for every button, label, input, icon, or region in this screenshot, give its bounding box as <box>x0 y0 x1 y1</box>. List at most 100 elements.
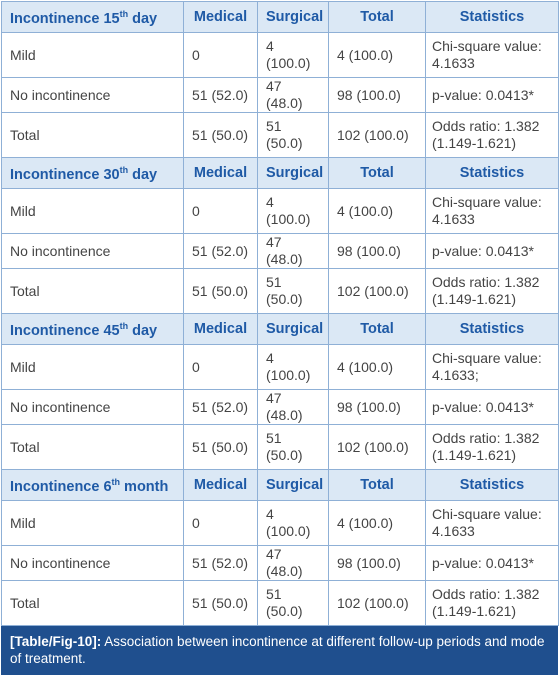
cell: p-value: 0.0413* <box>425 77 559 113</box>
cell: 51 (52.0) <box>183 545 258 581</box>
cell: No incontinence <box>1 389 184 425</box>
cell: Total <box>1 268 184 314</box>
data-row: Total 51 (50.0) 51 (50.0) 102 (100.0) Odds r… <box>1 112 559 158</box>
header-cell: Surgical <box>257 157 329 189</box>
cell: Chi-square value: 4.1633 <box>425 500 559 546</box>
cell: 102 (100.0) <box>328 580 426 626</box>
table-body: Incontinence 15th day Medical Surgical Tota… <box>1 1 559 626</box>
cell: 0 <box>183 500 258 546</box>
header-cell: Medical <box>183 469 258 501</box>
header-title-end: day <box>128 322 158 339</box>
cell: 4 (100.0) <box>257 500 329 546</box>
data-row: Total 51 (50.0) 51 (50.0) 102 (100.0) Odds r… <box>1 268 559 314</box>
header-title: Incontinence 15 <box>10 10 120 27</box>
header-title-end: day <box>128 166 158 183</box>
data-row: Mild 0 4 (100.0) 4 (100.0) Chi-square value:… <box>1 344 559 390</box>
cell: 102 (100.0) <box>328 424 426 470</box>
cell: 98 (100.0) <box>328 233 426 269</box>
header-cell: Surgical <box>257 313 329 345</box>
cell: Chi-square value: 4.1633 <box>425 188 559 234</box>
header-row: Incontinence 15th day Medical Surgical Tota… <box>1 1 559 33</box>
header-superscript: th <box>119 321 129 332</box>
header-row: Incontinence 45th day Medical Surgical Tota… <box>1 313 559 345</box>
cell: Mild <box>1 500 184 546</box>
cell: No incontinence <box>1 233 184 269</box>
header-cell: Incontinence 6th month <box>1 469 184 501</box>
header-superscript: th <box>111 477 121 488</box>
cell: 4 (100.0) <box>257 188 329 234</box>
cell: 47 (48.0) <box>257 389 329 425</box>
cell: 51 (52.0) <box>183 77 258 113</box>
header-cell: Statistics <box>425 313 559 345</box>
header-cell: Medical <box>183 1 258 33</box>
cell: 0 <box>183 344 258 390</box>
cell: 98 (100.0) <box>328 77 426 113</box>
cell: No incontinence <box>1 77 184 113</box>
caption-label: [Table/Fig-10]: <box>10 634 102 649</box>
header-cell: Incontinence 30th day <box>1 157 184 189</box>
cell: p-value: 0.0413* <box>425 389 559 425</box>
cell: 98 (100.0) <box>328 389 426 425</box>
header-title-end: month <box>120 478 169 495</box>
cell: 47 (48.0) <box>257 77 329 113</box>
header-superscript: th <box>119 9 129 20</box>
data-row: Mild 0 4 (100.0) 4 (100.0) Chi-square value:… <box>1 500 559 546</box>
data-row: Mild 0 4 (100.0) 4 (100.0) Chi-square value:… <box>1 32 559 78</box>
header-cell: Total <box>328 469 426 501</box>
data-row: Total 51 (50.0) 51 (50.0) 102 (100.0) Odds r… <box>1 424 559 470</box>
header-cell: Statistics <box>425 469 559 501</box>
cell: 4 (100.0) <box>328 188 426 234</box>
cell: 51 (50.0) <box>183 112 258 158</box>
header-cell: Total <box>328 157 426 189</box>
cell: 51 (50.0) <box>257 424 329 470</box>
cell: Mild <box>1 344 184 390</box>
header-superscript: th <box>119 165 129 176</box>
cell: Odds ratio: 1.382 (1.149-1.621) <box>425 268 559 314</box>
data-row: No incontinence 51 (52.0) 47 (48.0) 98 (100… <box>1 233 559 269</box>
data-row: Mild 0 4 (100.0) 4 (100.0) Chi-square value:… <box>1 188 559 234</box>
cell: Chi-square value: 4.1633 <box>425 32 559 78</box>
cell: 47 (48.0) <box>257 233 329 269</box>
cell: 0 <box>183 32 258 78</box>
header-cell: Medical <box>183 157 258 189</box>
header-cell: Medical <box>183 313 258 345</box>
header-row: Incontinence 30th day Medical Surgical Tota… <box>1 157 559 189</box>
cell: 47 (48.0) <box>257 545 329 581</box>
header-cell: Surgical <box>257 469 329 501</box>
header-cell: Surgical <box>257 1 329 33</box>
header-cell: Total <box>328 313 426 345</box>
cell: 51 (50.0) <box>183 580 258 626</box>
cell: 4 (100.0) <box>257 344 329 390</box>
cell: 51 (52.0) <box>183 389 258 425</box>
cell: Total <box>1 424 184 470</box>
data-row: No incontinence 51 (52.0) 47 (48.0) 98 (100… <box>1 389 559 425</box>
cell: Total <box>1 112 184 158</box>
cell: Odds ratio: 1.382 (1.149-1.621) <box>425 112 559 158</box>
cell: Total <box>1 580 184 626</box>
header-row: Incontinence 6th month Medical Surgical Tot… <box>1 469 559 501</box>
cell: No incontinence <box>1 545 184 581</box>
cell: Mild <box>1 188 184 234</box>
cell: Odds ratio: 1.382 (1.149-1.621) <box>425 580 559 626</box>
cell: 102 (100.0) <box>328 268 426 314</box>
cell: 4 (100.0) <box>257 32 329 78</box>
cell: Chi-square value: 4.1633; <box>425 344 559 390</box>
cell: p-value: 0.0413* <box>425 233 559 269</box>
cell: 4 (100.0) <box>328 344 426 390</box>
caption: [Table/Fig-10]: Association between inco… <box>1 626 558 675</box>
cell: Odds ratio: 1.382 (1.149-1.621) <box>425 424 559 470</box>
header-title-end: day <box>128 10 158 27</box>
header-cell: Statistics <box>425 1 559 33</box>
cell: 98 (100.0) <box>328 545 426 581</box>
data-row: No incontinence 51 (52.0) 47 (48.0) 98 (100… <box>1 545 559 581</box>
data-row: No incontinence 51 (52.0) 47 (48.0) 98 (100… <box>1 77 559 113</box>
table: Incontinence 15th day Medical Surgical Tota… <box>1 1 559 626</box>
header-title: Incontinence 45 <box>10 322 120 339</box>
cell: 4 (100.0) <box>328 32 426 78</box>
cell: 51 (50.0) <box>183 268 258 314</box>
cell: p-value: 0.0413* <box>425 545 559 581</box>
header-cell: Statistics <box>425 157 559 189</box>
data-row: Total 51 (50.0) 51 (50.0) 102 (100.0) Odds r… <box>1 580 559 626</box>
